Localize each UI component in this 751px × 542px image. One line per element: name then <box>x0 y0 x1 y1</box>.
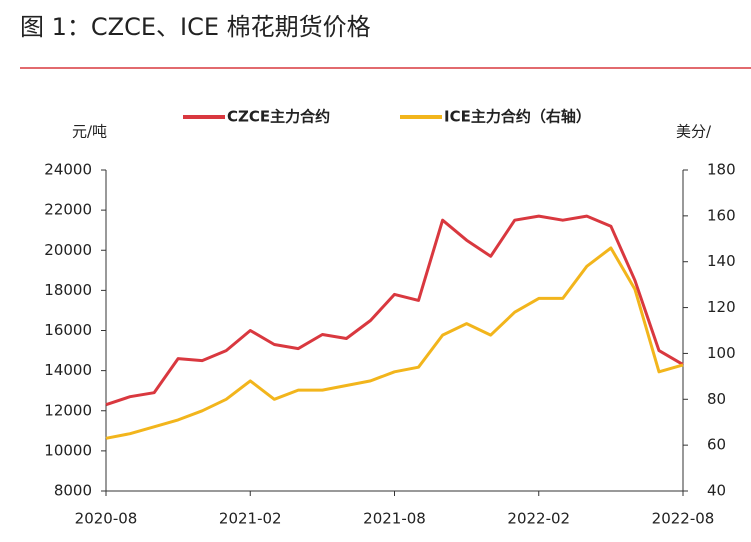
x-tick-label: 2021-08 <box>363 510 426 528</box>
y-axis-label: 元/吨 <box>72 123 107 141</box>
chart-title: 图 1：CZCE、ICE 棉花期货价格 <box>20 13 371 41</box>
y-tick-label: 20000 <box>44 241 92 259</box>
y2-tick-label: 80 <box>707 390 726 408</box>
y-tick-label: 22000 <box>44 201 92 219</box>
y2-axis-label: 美分/ <box>676 123 712 141</box>
series-line <box>105 214 684 407</box>
y-tick-label: 8000 <box>54 482 92 500</box>
y-tick-label: 14000 <box>44 361 92 379</box>
x-tick-label: 2020-08 <box>75 510 138 528</box>
y-tick-label: 18000 <box>44 281 92 299</box>
y2-tick-label: 180 <box>707 161 736 179</box>
y-tick-label: 10000 <box>44 441 92 459</box>
y-tick-label: 16000 <box>44 321 92 339</box>
legend-label: ICE主力合约（右轴） <box>444 108 591 126</box>
y2-tick-label: 140 <box>707 252 736 270</box>
x-tick-label: 2022-02 <box>507 510 570 528</box>
y-tick-label: 24000 <box>44 161 92 179</box>
x-tick-label: 2022-08 <box>652 510 715 528</box>
y2-tick-label: 60 <box>707 436 726 454</box>
series-line <box>105 246 684 440</box>
y2-tick-label: 160 <box>707 206 736 224</box>
y2-tick-label: 100 <box>707 344 736 362</box>
x-tick-label: 2021-02 <box>219 510 282 528</box>
y2-tick-label: 120 <box>707 298 736 316</box>
y-tick-label: 12000 <box>44 401 92 419</box>
y2-tick-label: 40 <box>707 482 726 500</box>
legend-label: CZCE主力合约 <box>227 108 330 126</box>
